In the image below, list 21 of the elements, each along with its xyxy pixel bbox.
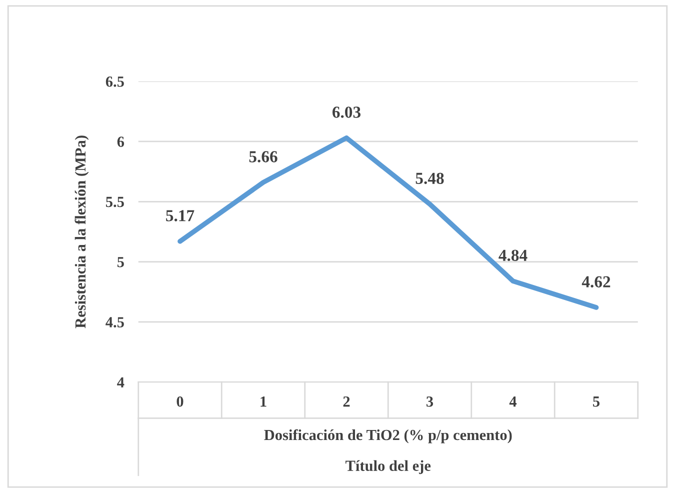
y-tick-label: 4 — [117, 377, 124, 388]
data-label: 5.17 — [166, 210, 194, 222]
y-tick-label: 5.5 — [106, 196, 124, 208]
y-tick-label: 4.5 — [106, 317, 124, 328]
data-label: 6.03 — [332, 106, 361, 118]
data-label: 5.66 — [249, 151, 278, 162]
y-tick-label: 6.5 — [106, 76, 124, 87]
x-tick-label: 4 — [509, 396, 517, 407]
x-tick-label: 3 — [426, 396, 434, 407]
y-tick-label: 6 — [117, 136, 124, 147]
data-label: 4.62 — [582, 276, 610, 288]
x-axis-title: Dosificación de TiO2 (% p/p cemento) — [264, 429, 512, 444]
y-tick-label: 5 — [117, 257, 124, 268]
x-tick-label: 5 — [593, 396, 600, 407]
text: Título del eje — [346, 460, 431, 474]
data-label: 5.48 — [416, 172, 444, 184]
x-tick-label: 1 — [260, 396, 266, 407]
y-axis-title: Resistencia a la flexión (MPa) — [74, 136, 89, 328]
x-tick-label: 2 — [343, 396, 350, 407]
data-label: 4.84 — [498, 250, 528, 262]
x-tick-label: 0 — [176, 396, 184, 407]
